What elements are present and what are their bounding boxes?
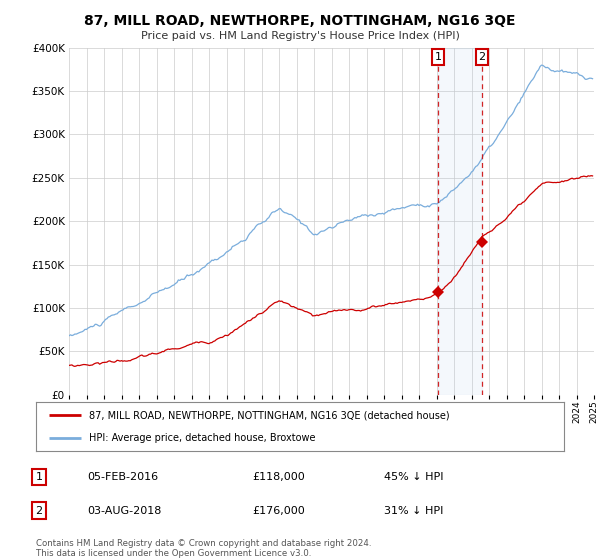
Bar bbox=[438, 48, 482, 395]
Text: £176,000: £176,000 bbox=[252, 506, 305, 516]
Text: 2: 2 bbox=[35, 506, 43, 516]
Text: 45% ↓ HPI: 45% ↓ HPI bbox=[384, 472, 443, 482]
Text: HPI: Average price, detached house, Broxtowe: HPI: Average price, detached house, Brox… bbox=[89, 433, 316, 444]
Text: 31% ↓ HPI: 31% ↓ HPI bbox=[384, 506, 443, 516]
Text: 1: 1 bbox=[434, 52, 442, 62]
Text: 2: 2 bbox=[478, 52, 485, 62]
Text: Contains HM Land Registry data © Crown copyright and database right 2024.
This d: Contains HM Land Registry data © Crown c… bbox=[36, 539, 371, 558]
Text: Price paid vs. HM Land Registry's House Price Index (HPI): Price paid vs. HM Land Registry's House … bbox=[140, 31, 460, 41]
Text: 87, MILL ROAD, NEWTHORPE, NOTTINGHAM, NG16 3QE (detached house): 87, MILL ROAD, NEWTHORPE, NOTTINGHAM, NG… bbox=[89, 410, 449, 421]
Text: 05-FEB-2016: 05-FEB-2016 bbox=[87, 472, 158, 482]
Text: 87, MILL ROAD, NEWTHORPE, NOTTINGHAM, NG16 3QE: 87, MILL ROAD, NEWTHORPE, NOTTINGHAM, NG… bbox=[84, 14, 516, 28]
Text: 03-AUG-2018: 03-AUG-2018 bbox=[87, 506, 161, 516]
Text: 1: 1 bbox=[35, 472, 43, 482]
Text: £118,000: £118,000 bbox=[252, 472, 305, 482]
